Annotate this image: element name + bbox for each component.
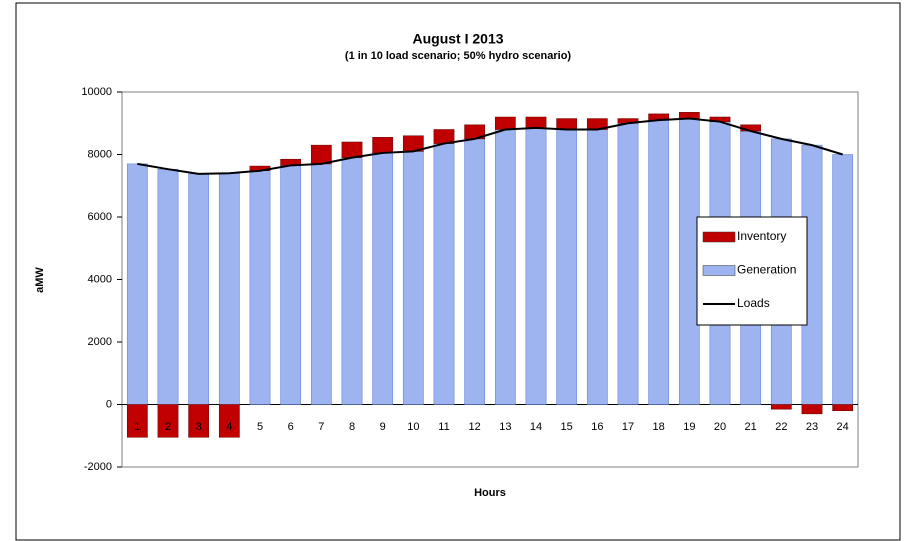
bar (218, 173, 240, 405)
chart-subtitle: (1 in 10 load scenario; 50% hydro scenar… (345, 50, 572, 62)
x-tick-label: 14 (530, 421, 542, 433)
bar (372, 137, 394, 154)
x-tick-label: 15 (561, 421, 573, 433)
bar (310, 144, 332, 165)
bar (464, 138, 486, 405)
bar (617, 123, 639, 405)
y-axis-title: aMW (34, 267, 46, 293)
bar (341, 157, 363, 405)
legend-label: Inventory (737, 229, 786, 243)
x-tick-label: 3 (196, 421, 202, 433)
bar (402, 151, 424, 405)
bar (188, 173, 210, 405)
bar (433, 129, 455, 144)
x-tick-label: 20 (714, 421, 726, 433)
x-tick-label: 22 (775, 421, 787, 433)
y-tick-label: 10000 (81, 86, 112, 98)
x-tick-label: 9 (380, 421, 386, 433)
x-tick-label: 18 (653, 421, 665, 433)
bar (678, 118, 700, 405)
x-axis-title: Hours (474, 487, 506, 499)
bar (372, 152, 394, 405)
bar (770, 404, 792, 410)
x-tick-label: 4 (226, 421, 232, 433)
y-tick-label: 8000 (88, 148, 112, 160)
bar (801, 404, 823, 415)
legend-swatch (702, 265, 736, 276)
legend-swatch (702, 231, 736, 243)
y-tick-label: 4000 (88, 273, 112, 285)
bar (494, 116, 516, 130)
x-tick-label: 12 (469, 421, 481, 433)
line (137, 117, 843, 175)
bar (126, 404, 148, 438)
bar (188, 404, 210, 438)
x-tick-label: 6 (288, 421, 294, 433)
legend-label: Loads (737, 296, 770, 310)
bar (648, 119, 670, 405)
x-tick-label: 24 (837, 421, 849, 433)
bar (249, 170, 271, 405)
bar (341, 141, 363, 158)
y-tick-label: 0 (106, 398, 112, 410)
x-tick-label: 11 (438, 421, 449, 433)
bar (556, 118, 578, 130)
bar (525, 116, 547, 129)
bar (310, 163, 332, 405)
x-tick-label: 5 (257, 421, 263, 433)
bar (280, 165, 302, 405)
bar (126, 163, 148, 405)
bar (832, 154, 854, 405)
bar (556, 129, 578, 405)
bar (832, 404, 854, 411)
y-tick-label: 6000 (88, 211, 112, 223)
legend-label: Generation (737, 263, 796, 277)
bar (586, 129, 608, 405)
y-tick-label: 2000 (88, 336, 112, 348)
bar (494, 129, 516, 405)
x-tick-label: 7 (318, 421, 324, 433)
chart-frame (15, 2, 901, 541)
bar (433, 143, 455, 405)
x-tick-label: 23 (806, 421, 818, 433)
bar (157, 168, 179, 405)
y-tick-label: -2000 (84, 461, 112, 473)
bar (525, 127, 547, 405)
x-tick-label: 2 (165, 421, 171, 433)
x-tick-label: 16 (591, 421, 603, 433)
x-tick-label: 19 (683, 421, 695, 433)
bar (157, 404, 179, 438)
chart-title: August I 2013 (412, 31, 503, 47)
x-tick-label: 10 (407, 421, 419, 433)
x-tick-label: 17 (622, 421, 634, 433)
bar (218, 404, 240, 438)
x-tick-label: 21 (745, 421, 757, 433)
x-tick-label: 13 (499, 421, 511, 433)
x-tick-label: 1 (134, 421, 140, 433)
x-tick-label: 8 (349, 421, 355, 433)
